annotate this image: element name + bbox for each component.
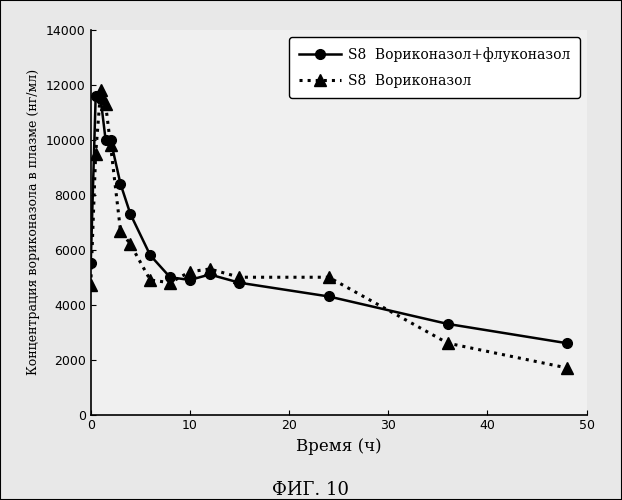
- S8  Вориконазол+флуконазол: [92, 93, 100, 99]
- S8  Вориконазол+флуконазол: [206, 272, 213, 278]
- Line: S8  Вориконазол+флуконазол: S8 Вориконазол+флуконазол: [86, 91, 572, 348]
- S8  Вориконазол+флуконазол: [107, 137, 114, 143]
- S8  Вориконазол: [102, 101, 109, 107]
- S8  Вориконазол: [147, 277, 154, 283]
- S8  Вориконазол+флуконазол: [444, 321, 452, 327]
- S8  Вориконазол: [444, 340, 452, 346]
- S8  Вориконазол: [236, 274, 243, 280]
- Text: ФИГ. 10: ФИГ. 10: [272, 481, 350, 499]
- S8  Вориконазол+флуконазол: [166, 274, 174, 280]
- S8  Вориконазол+флуконазол: [117, 181, 124, 187]
- S8  Вориконазол: [92, 150, 100, 156]
- S8  Вориконазол: [166, 280, 174, 285]
- Legend: S8  Вориконазол+флуконазол, S8  Вориконазол: S8 Вориконазол+флуконазол, S8 Вориконазо…: [289, 37, 580, 98]
- S8  Вориконазол+флуконазол: [102, 137, 109, 143]
- S8  Вориконазол+флуконазол: [147, 252, 154, 258]
- S8  Вориконазол: [186, 268, 193, 274]
- S8  Вориконазол: [206, 266, 213, 272]
- Y-axis label: Концентрация вориконазола в плазме (нг/мл): Концентрация вориконазола в плазме (нг/м…: [27, 69, 40, 376]
- S8  Вориконазол: [563, 365, 570, 371]
- Line: S8  Вориконазол: S8 Вориконазол: [85, 85, 572, 374]
- S8  Вориконазол+флуконазол: [87, 260, 95, 266]
- S8  Вориконазол+флуконазол: [563, 340, 570, 346]
- S8  Вориконазол+флуконазол: [236, 280, 243, 285]
- X-axis label: Время (ч): Время (ч): [296, 438, 381, 455]
- S8  Вориконазол+флуконазол: [325, 294, 333, 300]
- S8  Вориконазол: [117, 228, 124, 234]
- S8  Вориконазол: [325, 274, 333, 280]
- S8  Вориконазол: [127, 242, 134, 248]
- S8  Вориконазол: [87, 282, 95, 288]
- S8  Вориконазол+флуконазол: [186, 277, 193, 283]
- S8  Вориконазол+флуконазол: [97, 96, 104, 102]
- S8  Вориконазол+флуконазол: [127, 211, 134, 217]
- S8  Вориконазол: [97, 88, 104, 94]
- S8  Вориконазол: [107, 142, 114, 148]
